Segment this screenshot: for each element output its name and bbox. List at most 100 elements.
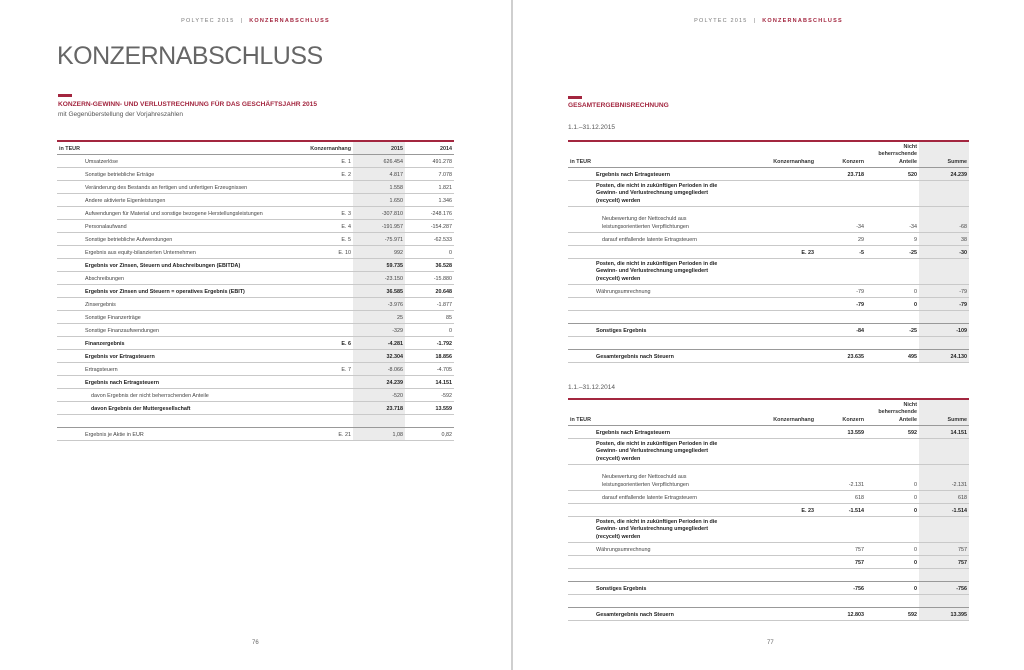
row-value: 1.821 <box>405 180 454 194</box>
column-header: Konzernanhang <box>728 141 816 168</box>
row-value: -1.792 <box>405 336 454 350</box>
row-value <box>816 180 866 207</box>
column-header: Konzern <box>816 399 866 426</box>
row-note-reference <box>728 349 816 363</box>
row-value: 0,82 <box>405 427 454 441</box>
table-row: E. 23 -5 -25 -30 <box>568 245 969 259</box>
row-note-reference: E. 23 <box>728 245 816 259</box>
table-row: Posten, die nicht in zukünftigen Periode… <box>568 180 969 207</box>
row-value: -34 <box>866 206 919 233</box>
row-value: 12.803 <box>816 607 866 621</box>
row-label: darauf entfallende latente Ertragsteuern <box>568 490 728 504</box>
row-value: 592 <box>866 425 919 439</box>
row-value <box>919 568 969 582</box>
period-label-2014: 1.1.–31.12.2014 <box>568 384 615 391</box>
row-value: 36.585 <box>353 284 405 298</box>
table-row: Abschreibungen -23.150 -15.880 <box>57 271 454 285</box>
row-value: 757 <box>919 555 969 569</box>
row-note-reference <box>728 490 816 504</box>
row-label: Ergebnis je Aktie in EUR <box>57 427 303 441</box>
table-row: Veränderung des Bestands an fertigen und… <box>57 180 454 194</box>
row-value: -756 <box>816 581 866 595</box>
row-label <box>568 297 728 311</box>
row-note-reference <box>303 284 353 298</box>
row-value: 32.304 <box>353 349 405 363</box>
row-value <box>919 310 969 324</box>
row-value: 757 <box>816 555 866 569</box>
row-label: Zinsergebnis <box>57 297 303 311</box>
section-title: GESAMTERGEBNISRECHNUNG <box>568 102 669 109</box>
row-value: 0 <box>866 464 919 491</box>
row-label <box>568 555 728 569</box>
row-value <box>816 516 866 543</box>
row-note-reference <box>303 180 353 194</box>
row-label <box>568 310 728 324</box>
column-header: Konzernanhang <box>303 141 353 155</box>
table-row: darauf entfallende latente Ertragsteuern… <box>568 232 969 246</box>
row-label: Personalaufwand <box>57 219 303 233</box>
table-row: Umsatzerlöse E. 1 626.454 491.278 <box>57 154 454 168</box>
row-value <box>866 258 919 285</box>
row-note-reference <box>728 607 816 621</box>
row-value: 757 <box>816 542 866 556</box>
row-value: -2.131 <box>816 464 866 491</box>
section-marker <box>58 94 72 97</box>
row-value: 14.151 <box>919 425 969 439</box>
table-row: -79 0 -79 <box>568 297 969 311</box>
running-head-brand: POLYTEC 2015 <box>181 18 235 24</box>
table-row: Ergebnis nach Ertragsteuern 24.239 14.151 <box>57 375 454 389</box>
row-note-reference: E. 6 <box>303 336 353 350</box>
row-value: 495 <box>866 349 919 363</box>
row-value <box>919 438 969 465</box>
income-statement-table: in TEUR Konzernanhang 2015 2014 Umsatzerlöse… <box>57 140 454 441</box>
row-value: 0 <box>866 297 919 311</box>
row-value: -329 <box>353 323 405 337</box>
table-row: Sonstige betriebliche Erträge E. 2 4.817 7.… <box>57 167 454 181</box>
row-note-reference <box>728 284 816 298</box>
row-note-reference <box>728 438 816 465</box>
table-row: Sonstige betriebliche Aufwendungen E. 5 -7… <box>57 232 454 246</box>
table-row: Sonstige Finanzaufwendungen -329 0 <box>57 323 454 337</box>
row-value: 0 <box>405 245 454 259</box>
row-value <box>919 594 969 608</box>
row-value: -62.533 <box>405 232 454 246</box>
row-note-reference <box>728 516 816 543</box>
running-head-section: KONZERNABSCHLUSS <box>762 18 843 24</box>
comprehensive-income-table-2015: in TEUR Konzernanhang Konzern Nicht beherrs… <box>568 140 969 363</box>
column-header: Summe <box>919 141 969 168</box>
row-label: Neubewertung der Nettoschuld aus leistun… <box>568 464 728 491</box>
row-note-reference: E. 5 <box>303 232 353 246</box>
row-value <box>816 336 866 350</box>
row-note-reference <box>728 581 816 595</box>
row-label: Posten, die nicht in zukünftigen Periode… <box>568 516 728 543</box>
row-value: -3.976 <box>353 297 405 311</box>
row-value: 38 <box>919 232 969 246</box>
row-value: -79 <box>816 297 866 311</box>
row-note-reference <box>728 297 816 311</box>
row-value: 0 <box>866 542 919 556</box>
row-value: -25 <box>866 245 919 259</box>
row-label: Posten, die nicht in zukünftigen Periode… <box>568 180 728 207</box>
running-head-section: KONZERNABSCHLUSS <box>249 18 330 24</box>
row-value <box>816 438 866 465</box>
row-value: 9 <box>866 232 919 246</box>
row-note-reference <box>303 323 353 337</box>
row-note-reference <box>303 388 353 402</box>
row-note-reference <box>303 271 353 285</box>
row-value: -75.971 <box>353 232 405 246</box>
row-label: Neubewertung der Nettoschuld aus leistun… <box>568 206 728 233</box>
row-value <box>816 310 866 324</box>
running-head-brand: POLYTEC 2015 <box>694 18 748 24</box>
row-value: -109 <box>919 323 969 337</box>
running-head: POLYTEC 2015 | KONZERNABSCHLUSS <box>513 18 1024 24</box>
row-value: -520 <box>353 388 405 402</box>
table-row <box>568 594 969 608</box>
table-row <box>57 414 454 428</box>
row-value <box>866 336 919 350</box>
row-label: Ergebnis vor Zinsen und Steuern = operat… <box>57 284 303 298</box>
row-note-reference <box>303 414 353 428</box>
row-note-reference <box>728 555 816 569</box>
row-value: -2.131 <box>919 464 969 491</box>
row-note-reference <box>303 193 353 207</box>
row-label: Währungsumrechnung <box>568 542 728 556</box>
